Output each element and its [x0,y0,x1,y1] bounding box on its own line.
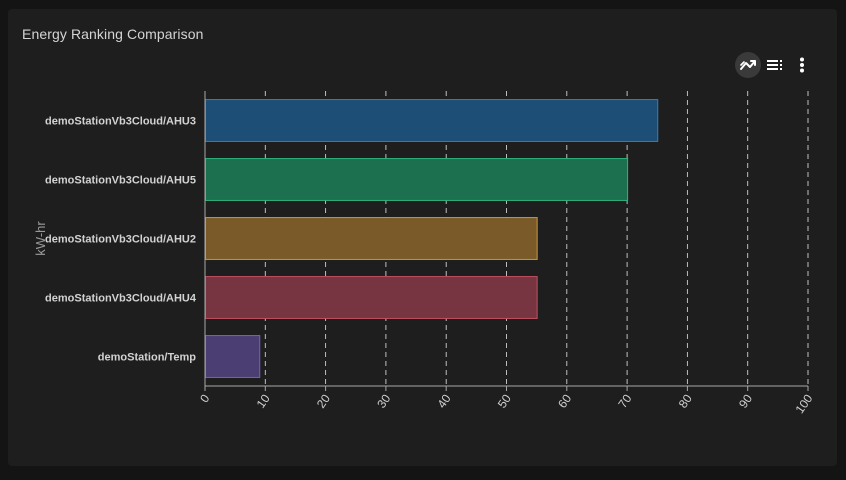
category-label: demoStationVb3Cloud/AHU2 [45,234,196,246]
category-label: demoStation/Temp [98,352,196,364]
bars [205,99,659,378]
bar[interactable] [205,276,538,319]
x-tick-label: 100 [792,391,815,416]
x-tick-label: 20 [314,391,333,410]
x-tick-label: 50 [495,391,514,410]
trend-chart-icon [740,60,756,70]
x-tick-label: 0 [197,391,212,405]
card-title: Energy Ranking Comparison [22,26,204,42]
trend-chart-button[interactable] [735,52,761,78]
x-tick-label: 10 [254,391,273,410]
x-tick-label: 40 [435,391,454,410]
category-label: demoStationVb3Cloud/AHU4 [45,293,197,305]
x-tick-label: 30 [374,391,393,410]
category-label: demoStationVb3Cloud/AHU3 [45,116,196,128]
bar[interactable] [205,158,629,201]
x-tick-label: 90 [736,391,755,410]
more-options-button[interactable] [789,52,815,78]
category-label: demoStationVb3Cloud/AHU5 [45,175,196,187]
bar[interactable] [205,99,659,142]
axes: 0 10 20 30 40 50 60 70 80 90 100 demoStationVb3Clou… [45,91,816,416]
y-axis-title: kW-hr [33,221,48,256]
legend-list-icon [767,60,782,70]
x-tick-label: 70 [615,391,634,410]
bar[interactable] [205,217,538,260]
bar[interactable] [205,335,261,378]
more-vertical-icon [800,57,804,73]
x-tick-label: 60 [555,391,574,410]
legend-list-button[interactable] [762,52,788,78]
x-tick-label: 80 [676,391,695,410]
